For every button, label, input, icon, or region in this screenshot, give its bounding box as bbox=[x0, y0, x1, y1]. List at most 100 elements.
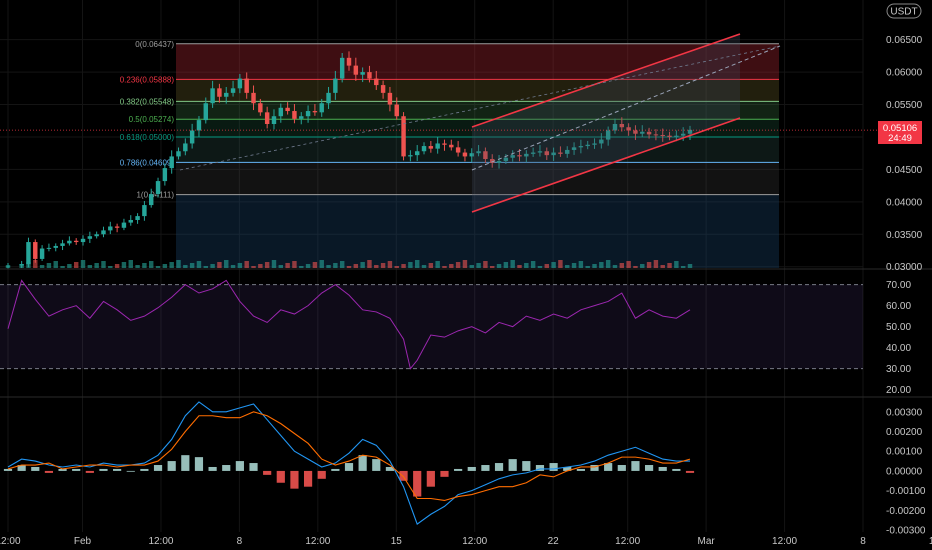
volume-bar bbox=[217, 262, 222, 268]
candle-body bbox=[442, 143, 447, 145]
volume-bar bbox=[626, 261, 631, 268]
volume-bar bbox=[339, 261, 345, 268]
price-tick-label: 0.04000 bbox=[886, 197, 923, 208]
candle-body bbox=[108, 226, 113, 231]
volume-bar bbox=[387, 261, 393, 268]
macd-histogram-bar bbox=[426, 470, 435, 487]
macd-tick-label: 0.00100 bbox=[886, 447, 923, 458]
ascending-channel[interactable] bbox=[0, 33, 878, 213]
candle-body bbox=[196, 120, 202, 131]
volume-bar bbox=[496, 264, 502, 268]
candle-body bbox=[53, 245, 58, 248]
candle-body bbox=[285, 107, 290, 112]
volume-bar bbox=[346, 266, 352, 268]
volume-bar bbox=[183, 265, 188, 268]
macd-histogram-bar bbox=[113, 468, 122, 471]
candle-body bbox=[496, 160, 502, 163]
candle-body bbox=[490, 159, 495, 163]
volume-bar bbox=[258, 264, 263, 268]
fibonacci-retracement[interactable]: 0(0.06437) 0.236(0.05888) 0.382(0.05548) 0.… bbox=[120, 40, 779, 268]
volume-bar bbox=[189, 263, 195, 268]
time-tick-label: Feb bbox=[74, 536, 92, 547]
volume-bar bbox=[73, 262, 79, 268]
volume-bar bbox=[278, 265, 284, 268]
candle-body bbox=[155, 181, 161, 195]
candle-body bbox=[633, 130, 638, 134]
macd-histogram-bar bbox=[454, 468, 463, 471]
volume-bar bbox=[305, 264, 311, 268]
rsi-tick-label: 30.00 bbox=[886, 364, 911, 375]
candle-body bbox=[483, 151, 488, 160]
volume-bar bbox=[394, 266, 399, 268]
candle-body bbox=[408, 155, 413, 157]
macd-tick-label: -0.00100 bbox=[886, 486, 926, 497]
volume-bar bbox=[449, 264, 454, 268]
volume-bar bbox=[155, 266, 161, 268]
volume-bar bbox=[326, 265, 331, 268]
signal-line bbox=[7, 411, 691, 502]
fib-level-label: 0.236(0.05888) bbox=[120, 75, 175, 84]
volume-bar bbox=[565, 265, 570, 268]
candle-body bbox=[203, 103, 208, 121]
volume-bar bbox=[33, 260, 38, 268]
candle-body bbox=[612, 124, 618, 131]
volume-bar bbox=[660, 265, 665, 268]
candle-body bbox=[565, 149, 570, 154]
candle-body bbox=[401, 116, 406, 157]
last-price-value: 0.05106 bbox=[883, 123, 917, 134]
volume-bar bbox=[121, 262, 127, 268]
candle-body bbox=[217, 88, 222, 97]
time-tick-label: 8 bbox=[237, 536, 243, 547]
rsi-band bbox=[0, 284, 863, 369]
candle-body bbox=[80, 238, 86, 243]
candle-body bbox=[305, 111, 311, 117]
candle-body bbox=[360, 72, 365, 75]
macd-histogram-bar bbox=[481, 465, 490, 471]
price-tick-label: 0.03000 bbox=[886, 262, 923, 273]
channel-fill bbox=[472, 34, 740, 212]
volume-bar bbox=[271, 260, 277, 268]
volume-bar bbox=[251, 266, 256, 268]
time-tick-label: Mar bbox=[698, 536, 716, 547]
macd-pane: 0.00300 0.00200 0.00100 0.00000 -0.00100 -0.0… bbox=[3, 401, 926, 537]
macd-histogram-bar bbox=[604, 463, 613, 471]
candle-body bbox=[176, 151, 181, 157]
volume-bar bbox=[503, 262, 509, 268]
candle-body bbox=[264, 112, 270, 124]
volume-bar bbox=[53, 261, 58, 268]
time-tick-label: 12:00 bbox=[772, 536, 797, 547]
candle-body bbox=[169, 156, 174, 169]
symbol-badge[interactable]: USDT bbox=[886, 3, 922, 19]
macd-histogram-bar bbox=[440, 470, 449, 477]
volume-bar bbox=[67, 264, 72, 268]
volume-bar bbox=[80, 260, 86, 268]
volume-bar bbox=[224, 260, 229, 268]
volume-bar bbox=[292, 261, 297, 268]
candle-body bbox=[462, 152, 468, 157]
symbol-badge-label: USDT bbox=[890, 7, 917, 18]
volume-bar bbox=[285, 263, 290, 268]
macd-histogram-bar bbox=[181, 455, 190, 471]
candle-body bbox=[449, 144, 454, 148]
macd-tick-label: 0.00000 bbox=[886, 466, 923, 477]
time-axis[interactable]: 12:00 Feb 12:00 8 12:00 15 12:00 22 12:00 Mar 12:0… bbox=[0, 536, 932, 547]
volume-bar bbox=[87, 265, 93, 268]
volume-bar bbox=[640, 264, 645, 268]
candle-body bbox=[667, 135, 672, 137]
macd-tick-label: 0.00300 bbox=[886, 407, 923, 418]
candle-body bbox=[183, 143, 188, 152]
rsi-line bbox=[7, 279, 691, 370]
candle-body bbox=[680, 133, 686, 136]
macd-histogram-bar bbox=[194, 457, 204, 471]
volume-bar bbox=[264, 262, 270, 268]
candle-body bbox=[476, 151, 481, 154]
volume-bar bbox=[230, 265, 236, 268]
macd-histogram-bar bbox=[372, 459, 381, 471]
volume-bar bbox=[680, 266, 686, 268]
volume-bar bbox=[544, 264, 549, 268]
candle-body bbox=[428, 146, 434, 149]
price-candles bbox=[5, 51, 693, 269]
volume-bar bbox=[142, 263, 147, 268]
candle-body bbox=[292, 111, 297, 119]
